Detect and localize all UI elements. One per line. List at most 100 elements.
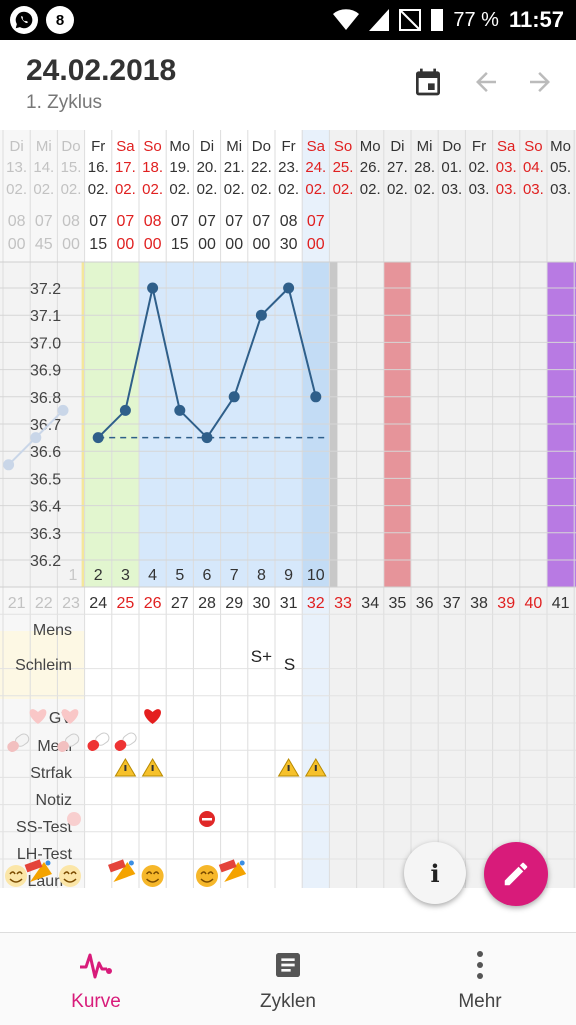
- party-hat-icon: [30, 862, 52, 882]
- nav-mehr[interactable]: Mehr: [384, 933, 576, 1025]
- date-weekday: Mo: [550, 138, 571, 155]
- date-weekday: Mi: [417, 138, 433, 155]
- nav-zyklen[interactable]: Zyklen: [192, 933, 384, 1025]
- info-button[interactable]: i: [404, 842, 466, 904]
- nav-kurve-label: Kurve: [71, 991, 121, 1012]
- measure-time-minute: 00: [307, 236, 325, 253]
- warning-icon-mark: [124, 765, 127, 771]
- minus-circle-icon: [67, 812, 81, 826]
- measure-time-hour: 07: [198, 213, 216, 230]
- date-weekday: Do: [61, 138, 80, 155]
- smiley-icon-eyes: [63, 871, 77, 875]
- temperature-point: [92, 432, 104, 444]
- row-label: Notiz: [36, 792, 72, 809]
- row-label: Schleim: [15, 657, 72, 674]
- row-label: Strfak: [30, 765, 73, 782]
- row-label: Mens: [33, 622, 72, 639]
- smiley-icon: [141, 865, 164, 887]
- measure-time-hour: 07: [307, 213, 325, 230]
- edit-button[interactable]: [484, 842, 548, 906]
- battery-icon: [431, 9, 444, 31]
- cycle-day-number: 32: [307, 595, 325, 612]
- cycle-day-number: 27: [171, 595, 189, 612]
- temperature-point: [174, 404, 186, 416]
- date-day: 24.: [305, 159, 326, 176]
- date-weekday: Do: [252, 138, 271, 155]
- previous-day-button[interactable]: [466, 62, 506, 102]
- cycle-day-number: 23: [62, 595, 80, 612]
- date-day: 14.: [33, 159, 54, 176]
- smiley-icon-eyes: [200, 871, 214, 875]
- date-month: 02.: [360, 181, 381, 198]
- measure-time-minute: 45: [35, 236, 53, 253]
- date-day: 22.: [251, 159, 272, 176]
- y-axis-label: 36.2: [30, 553, 61, 570]
- date-month: 02.: [414, 181, 435, 198]
- app-notification-icon: 8: [46, 6, 74, 34]
- pencil-icon: [504, 862, 528, 886]
- temperature-point: [3, 459, 15, 471]
- date-weekday: Fr: [472, 138, 486, 155]
- measure-time-hour: 07: [35, 213, 53, 230]
- info-icon: i: [430, 858, 440, 888]
- cycle-day-number: 35: [389, 595, 407, 612]
- smiley-icon: [196, 865, 218, 887]
- smiley-icon-eyes: [146, 871, 160, 875]
- smiley-icon: [59, 865, 81, 887]
- date-month: 02.: [61, 181, 82, 198]
- measure-time-minute: 00: [62, 236, 80, 253]
- date-weekday: So: [524, 138, 542, 155]
- measure-time-minute: 00: [144, 236, 162, 253]
- measure-time-hour: 08: [8, 213, 26, 230]
- date-month: 02.: [33, 181, 54, 198]
- more-vertical-icon: [477, 951, 483, 979]
- y-axis-label: 36.6: [30, 444, 61, 461]
- temperature-point: [228, 391, 240, 403]
- cycle-day-number: 38: [470, 595, 488, 612]
- date-weekday: Sa: [497, 138, 516, 155]
- measure-time-hour: 07: [225, 213, 243, 230]
- measure-time-hour: 07: [253, 213, 271, 230]
- date-day: 18.: [142, 159, 163, 176]
- bottom-navigation: Kurve Zyklen Mehr: [0, 932, 576, 1025]
- date-day: 20.: [197, 159, 218, 176]
- y-axis-label: 36.8: [30, 390, 61, 407]
- date-day: 03.: [496, 159, 517, 176]
- next-day-button[interactable]: [520, 62, 560, 102]
- temperature-point: [147, 282, 159, 294]
- y-axis-label: 37.2: [30, 281, 61, 298]
- y-axis-label: 37.0: [30, 335, 61, 352]
- pill-icon: [87, 732, 110, 752]
- date-month: 02.: [169, 181, 190, 198]
- date-weekday: Mi: [226, 138, 242, 155]
- date-day: 23.: [278, 159, 299, 176]
- smiley-icon-mouth: [63, 878, 77, 883]
- whatsapp-icon: [10, 6, 38, 34]
- party-hat-icon-flag: [218, 859, 237, 873]
- nav-kurve[interactable]: Kurve: [0, 933, 192, 1025]
- measure-time-minute: 00: [198, 236, 216, 253]
- date-month: 02.: [251, 181, 272, 198]
- pill-icon: [114, 732, 137, 752]
- y-axis-label: 36.4: [30, 499, 61, 516]
- date-day: 02.: [469, 159, 490, 176]
- warning-icon-mark: [314, 765, 317, 771]
- cycle-day-number: 31: [280, 595, 298, 612]
- cycle-chart[interactable]: Di13.02.080021Mi14.02.074522Do15.02.0800…: [0, 130, 576, 930]
- cycle-subtitle: 1. Zyklus: [26, 92, 103, 113]
- arrow-left-icon: [476, 72, 496, 92]
- date-month: 02.: [142, 181, 163, 198]
- measure-time-minute: 00: [8, 236, 26, 253]
- cycle-day-number: 29: [225, 595, 243, 612]
- smiley-icon-eyes: [9, 871, 23, 875]
- calendar-button[interactable]: [408, 62, 448, 102]
- date-day: 15.: [61, 159, 82, 176]
- party-hat-icon: [224, 862, 247, 882]
- party-hat-icon-confetti: [128, 860, 134, 866]
- cycle-day-label: 5: [175, 567, 184, 584]
- measure-time-hour: 08: [62, 213, 80, 230]
- cycle-day-number: 22: [35, 595, 53, 612]
- no-signal-icon: [399, 9, 422, 31]
- cycle-day-label: 7: [230, 567, 239, 584]
- date-day: 05.: [550, 159, 571, 176]
